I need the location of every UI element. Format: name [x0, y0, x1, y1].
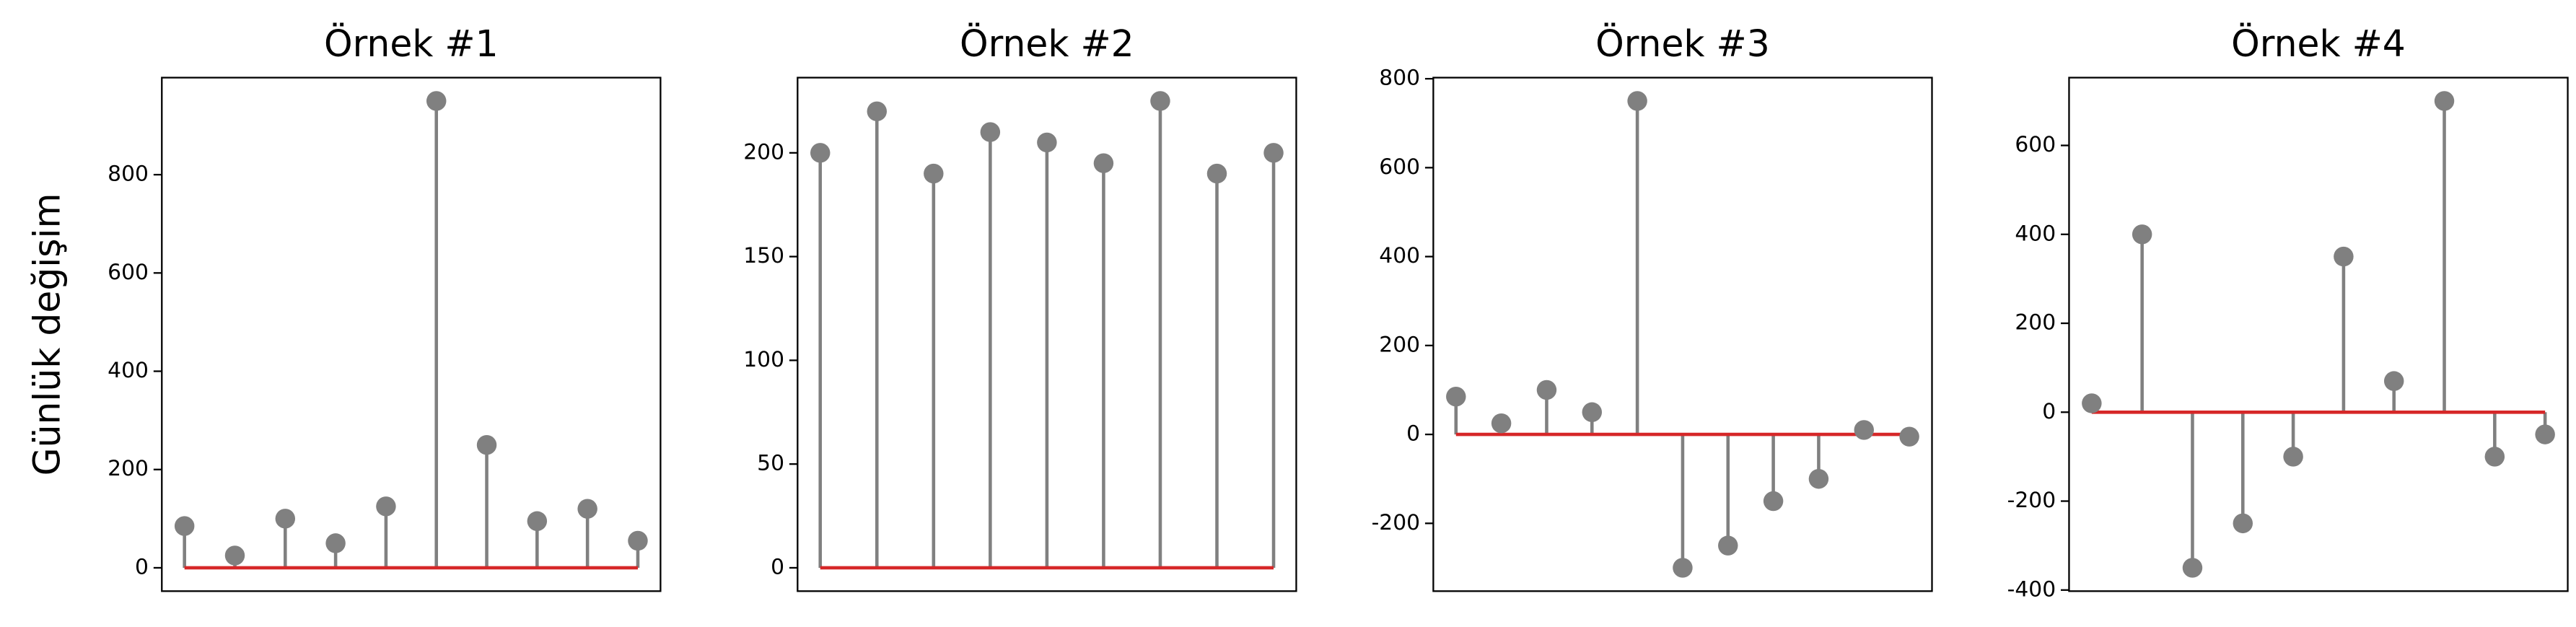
plot-frame: [1432, 76, 1933, 592]
y-tick-label: -200: [2007, 488, 2056, 513]
stem-marker: [2182, 558, 2203, 578]
stem-marker: [1263, 143, 1284, 163]
y-tick-label: 0: [135, 554, 149, 579]
stem-marker: [980, 122, 1001, 142]
y-tick-label: 600: [2015, 132, 2056, 157]
y-tick-label: 800: [108, 162, 149, 187]
stem-marker: [924, 163, 944, 184]
y-tick-label: 0: [771, 554, 784, 579]
y-tick-label: 0: [2042, 399, 2056, 424]
stem-marker: [1150, 91, 1170, 111]
stem-marker: [2132, 224, 2152, 245]
chart-title: Örnek #4: [2231, 22, 2406, 65]
stem-marker: [1582, 402, 1603, 423]
stem-marker: [810, 143, 831, 163]
y-tick-label: 150: [743, 243, 784, 268]
stem-marker: [2283, 447, 2303, 467]
stem-marker: [1854, 420, 1874, 440]
stem-marker: [527, 511, 548, 531]
stem-marker: [628, 530, 648, 551]
stem-marker: [1206, 163, 1227, 184]
y-tick-label: 0: [1406, 421, 1420, 447]
stem-marker: [867, 101, 888, 122]
stem-marker: [2233, 513, 2253, 534]
stem-marker: [1093, 153, 1114, 173]
stem-marker: [1718, 535, 1738, 556]
y-tick-label: -400: [2007, 576, 2056, 602]
y-tick-label: 200: [743, 139, 784, 165]
stem-marker: [1491, 413, 1512, 434]
y-tick-label: 400: [2015, 221, 2056, 246]
stem-marker: [2535, 424, 2555, 444]
stem-marker: [2383, 371, 2404, 391]
plot-frame: [161, 76, 662, 592]
stem-marker: [1763, 491, 1784, 512]
stem-marker: [224, 545, 245, 566]
stem-marker: [476, 434, 497, 455]
stem-marker: [2334, 246, 2354, 267]
stem-marker: [275, 509, 296, 529]
y-tick-label: 400: [108, 358, 149, 383]
y-tick-label: 600: [1379, 154, 1420, 180]
stem-marker: [2082, 393, 2102, 413]
chart-title: Örnek #3: [1595, 22, 1770, 65]
stem-marker: [1446, 386, 1466, 407]
stem-marker: [2434, 91, 2455, 111]
stem-marker: [2484, 447, 2505, 467]
stem-marker: [426, 91, 447, 111]
stem-marker: [174, 516, 195, 536]
y-tick-label: -200: [1372, 510, 1420, 535]
y-tick-label: 200: [108, 456, 149, 481]
stem-marker: [1673, 558, 1693, 578]
chart-title: Örnek #2: [960, 22, 1134, 65]
plot-frame: [2068, 76, 2569, 592]
stem-marker: [577, 499, 597, 519]
stem-marker: [1536, 380, 1557, 400]
y-axis-label: Günlük değişim: [25, 193, 68, 476]
stem-marker: [1627, 91, 1647, 111]
y-tick-label: 100: [743, 347, 784, 372]
y-tick-label: 200: [2015, 310, 2056, 336]
plot-frame: [797, 76, 1297, 592]
stem-marker: [1899, 426, 1919, 447]
y-tick-label: 400: [1379, 243, 1420, 268]
y-tick-label: 600: [108, 260, 149, 285]
y-tick-label: 200: [1379, 332, 1420, 357]
y-tick-label: 800: [1379, 66, 1420, 91]
chart-title: Örnek #1: [324, 22, 499, 65]
stem-marker: [325, 533, 346, 553]
stem-marker: [1037, 132, 1057, 153]
stem-marker: [1808, 468, 1829, 489]
stem-marker: [376, 496, 396, 517]
y-tick-label: 50: [757, 451, 784, 476]
